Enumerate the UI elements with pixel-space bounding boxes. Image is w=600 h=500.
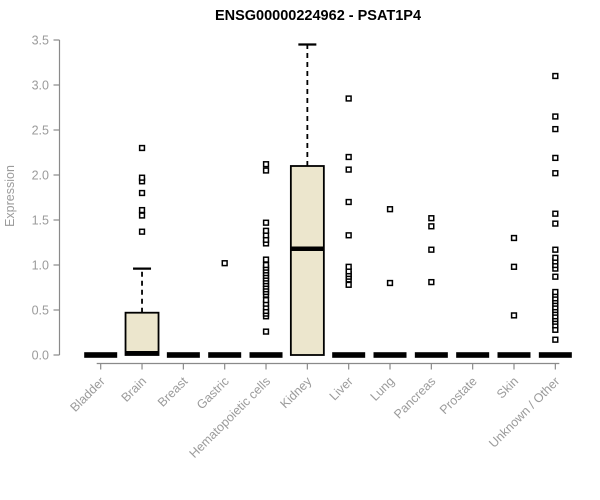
collapsed-box-lung (373, 352, 407, 358)
y-tick-label: 2.0 (32, 169, 49, 183)
collapsed-box-breast (166, 352, 200, 358)
outlier-point-lung (386, 206, 394, 213)
outlier-point-hematopoietic-cells (262, 256, 270, 263)
collapsed-box-hematopoietic-cells (249, 352, 283, 358)
outlier-point-liver (345, 95, 352, 102)
outlier-point-unknown-other (552, 72, 559, 80)
collapsed-box-unknown-other (538, 352, 572, 358)
outlier-point-unknown-other (552, 170, 559, 177)
x-tick-label-bladder: Bladder (67, 374, 107, 414)
outlier-point-unknown-other (552, 154, 559, 162)
x-tick-label-prostate: Prostate (437, 374, 480, 417)
outlier-point-skin (510, 234, 518, 242)
outlier-point-brain (138, 174, 146, 181)
outlier-point-hematopoietic-cells (262, 227, 270, 234)
x-tick-label-hematopoietic-cells: Hematopoietic cells (187, 374, 274, 461)
outlier-point-gastric (221, 260, 228, 267)
box-kidney (289, 165, 325, 356)
outlier-point-hematopoietic-cells (262, 328, 270, 335)
outlier-point-unknown-other (552, 220, 559, 227)
outlier-point-brain (138, 228, 146, 235)
outlier-point-lung (386, 279, 394, 287)
y-tick-label: 0.5 (32, 304, 49, 318)
outlier-point-brain (138, 189, 146, 197)
collapsed-box-bladder (84, 352, 118, 358)
outlier-point-hematopoietic-cells (262, 261, 270, 269)
outlier-point-brain (138, 144, 146, 152)
collapsed-box-prostate (456, 352, 490, 358)
y-tick-label: 3.5 (32, 34, 49, 48)
outlier-point-liver (345, 232, 352, 239)
outlier-point-hematopoietic-cells (262, 167, 270, 174)
outlier-point-liver (345, 166, 352, 173)
chart-title: ENSG00000224962 - PSAT1P4 (215, 8, 421, 24)
y-tick-label: 2.5 (32, 124, 49, 138)
collapsed-box-gastric (208, 352, 242, 358)
outlier-point-unknown-other (552, 113, 559, 120)
outlier-point-hematopoietic-cells (262, 296, 270, 304)
outlier-point-unknown-other (552, 336, 559, 343)
outlier-point-pancreas (428, 215, 435, 222)
outlier-point-brain (138, 206, 146, 214)
x-tick-label-gastric: Gastric (194, 374, 232, 412)
box-brain (124, 311, 160, 356)
x-tick-label-pancreas: Pancreas (391, 374, 438, 421)
outlier-point-skin (510, 312, 518, 319)
y-tick-label: 3.0 (32, 79, 49, 93)
outlier-point-pancreas (428, 246, 435, 253)
outlier-point-unknown-other (552, 210, 559, 217)
outlier-point-brain (138, 212, 146, 219)
x-tick-label-kidney: Kidney (278, 374, 315, 411)
y-tick-label: 1.5 (32, 214, 49, 228)
outlier-point-hematopoietic-cells (262, 161, 270, 168)
y-tick-label: 0.0 (32, 349, 49, 363)
collapsed-box-skin (497, 352, 531, 358)
plot-area: 0.0 0.5 1.0 1.5 2.0 2.5 3.0 3.5 Bladder Brain Brea… (32, 34, 572, 461)
outlier-point-liver (345, 281, 352, 288)
outlier-point-liver (345, 263, 352, 270)
x-tick-label-brain: Brain (119, 374, 150, 405)
outlier-point-pancreas (428, 223, 435, 230)
outlier-point-unknown-other (552, 288, 559, 296)
outlier-point-unknown-other (552, 273, 559, 280)
x-tick-label-liver: Liver (327, 374, 356, 403)
x-tick-label-unknown-other: Unknown / Other (486, 374, 562, 450)
outlier-point-unknown-other (552, 246, 559, 253)
outlier-point-skin (510, 263, 518, 270)
x-tick-label-breast: Breast (155, 374, 191, 410)
y-tick-label: 1.0 (32, 259, 49, 273)
collapsed-box-liver (332, 352, 366, 358)
x-tick-label-lung: Lung (368, 374, 398, 404)
outlier-point-pancreas (428, 278, 435, 286)
outlier-point-liver (345, 153, 352, 161)
outlier-point-liver (345, 198, 352, 206)
outlier-point-hematopoietic-cells (262, 219, 270, 226)
collapsed-box-pancreas (414, 352, 448, 358)
outlier-point-unknown-other (552, 254, 559, 261)
outlier-point-unknown-other (552, 125, 559, 133)
x-tick-label-skin: Skin (494, 374, 521, 401)
y-axis-label: Expression (3, 165, 17, 227)
